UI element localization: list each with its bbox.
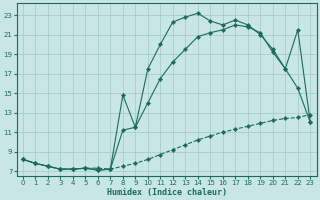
X-axis label: Humidex (Indice chaleur): Humidex (Indice chaleur) [107, 188, 227, 197]
